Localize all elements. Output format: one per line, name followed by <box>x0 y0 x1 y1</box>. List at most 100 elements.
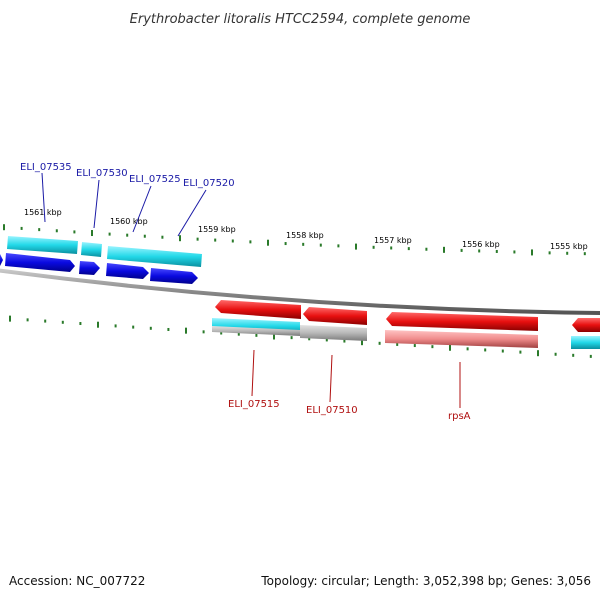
major-tick <box>9 315 11 322</box>
minor-tick <box>38 228 41 232</box>
minor-tick <box>554 352 557 356</box>
minor-tick <box>237 332 240 336</box>
other-gene-feature[interactable] <box>212 326 300 336</box>
major-tick <box>531 249 533 256</box>
gene-label-eli-07520[interactable]: ELI_07520 <box>183 178 235 189</box>
kbp-label: 1558 kbp <box>286 231 324 240</box>
minor-tick <box>501 349 504 353</box>
gene-label-eli-07515[interactable]: ELI_07515 <box>228 399 280 410</box>
minor-tick <box>431 345 434 349</box>
minor-tick <box>231 239 234 243</box>
minor-tick <box>378 341 381 345</box>
major-tick <box>443 246 445 253</box>
minor-tick <box>214 238 217 242</box>
major-tick <box>537 350 539 357</box>
minor-tick <box>519 350 522 354</box>
minor-tick <box>73 230 76 234</box>
minor-tick <box>466 347 469 351</box>
gene-label-rpsa[interactable]: rpsA <box>448 411 471 422</box>
minor-tick <box>325 338 328 342</box>
reverse-gene-feature[interactable] <box>385 330 538 348</box>
minor-tick <box>55 229 58 233</box>
forward-cds-arrow[interactable] <box>5 253 75 272</box>
gene-label-eli-07535[interactable]: ELI_07535 <box>20 162 72 173</box>
reverse-cds-arrow[interactable] <box>572 318 600 332</box>
minor-tick <box>290 336 293 340</box>
minor-tick <box>26 318 29 322</box>
minor-tick <box>149 326 152 330</box>
minor-tick <box>302 242 305 246</box>
minor-tick <box>161 235 164 239</box>
map-title: Erythrobacter litoralis HTCC2594, comple… <box>130 12 471 27</box>
scale-ticks-bottom <box>9 315 592 358</box>
minor-tick <box>319 243 322 247</box>
reverse-cds-arrow[interactable] <box>303 307 367 325</box>
genome-backbone <box>0 268 600 315</box>
forward-cds-arrow[interactable] <box>79 261 100 275</box>
minor-tick <box>284 242 287 246</box>
gene-label-eli-07510[interactable]: ELI_07510 <box>306 405 358 416</box>
minor-tick <box>20 226 23 230</box>
minor-tick <box>372 245 375 249</box>
minor-tick <box>513 250 516 254</box>
gene-label-leader <box>93 179 100 229</box>
forward-gene-feature[interactable] <box>107 246 202 267</box>
reverse-cds-arrow[interactable] <box>386 312 538 331</box>
other-gene-feature[interactable] <box>300 325 367 341</box>
kbp-label: 1556 kbp <box>462 240 500 249</box>
minor-tick <box>196 237 199 241</box>
major-tick <box>3 224 5 231</box>
kbp-label: 1557 kbp <box>374 236 412 245</box>
minor-tick <box>460 248 463 252</box>
major-tick <box>361 339 363 346</box>
forward-cds-arrow[interactable] <box>0 254 3 266</box>
minor-tick <box>220 331 223 335</box>
minor-tick <box>495 249 498 253</box>
accession-text: Accession: NC_007722 <box>9 574 145 588</box>
minor-tick <box>308 337 311 341</box>
minor-tick <box>108 232 111 236</box>
minor-tick <box>484 348 487 352</box>
gene-label-eli-07530[interactable]: ELI_07530 <box>76 168 128 179</box>
major-tick <box>273 333 275 340</box>
scale-ticks-top <box>3 224 586 256</box>
minor-tick <box>343 339 346 343</box>
minor-tick <box>202 330 205 334</box>
forward-gene-feature[interactable] <box>81 242 102 257</box>
minor-tick <box>425 247 428 251</box>
minor-tick <box>79 322 82 326</box>
major-tick <box>91 230 93 237</box>
minor-tick <box>572 353 575 357</box>
minor-tick <box>413 344 416 348</box>
gene-label-leader <box>177 189 207 237</box>
minor-tick <box>566 251 569 255</box>
minor-tick <box>583 252 586 256</box>
minor-tick <box>61 320 64 324</box>
minor-tick <box>167 327 170 331</box>
forward-gene-feature[interactable] <box>7 236 78 254</box>
minor-tick <box>255 333 258 337</box>
minor-tick <box>249 240 252 244</box>
kbp-label: 1560 kbp <box>110 217 148 226</box>
major-tick <box>449 344 451 351</box>
minor-tick <box>126 233 129 237</box>
minor-tick <box>396 342 399 346</box>
gene-label-leader <box>132 185 152 233</box>
forward-cds-arrow[interactable] <box>150 268 198 284</box>
minor-tick <box>589 354 592 358</box>
gene-label-eli-07525[interactable]: ELI_07525 <box>129 174 181 185</box>
forward-cds-arrow[interactable] <box>106 263 149 279</box>
minor-tick <box>143 234 146 238</box>
gene-label-leader <box>41 172 46 223</box>
gene-label-leader <box>329 354 333 403</box>
minor-tick <box>390 246 393 250</box>
minor-tick <box>114 324 117 328</box>
major-tick <box>97 321 99 328</box>
minor-tick <box>44 319 47 323</box>
forward-gene-feature[interactable] <box>571 336 600 349</box>
major-tick <box>185 327 187 334</box>
minor-tick <box>132 325 135 329</box>
genome-summary-text: Topology: circular; Length: 3,052,398 bp… <box>260 574 591 588</box>
reverse-cds-arrow[interactable] <box>215 300 301 319</box>
